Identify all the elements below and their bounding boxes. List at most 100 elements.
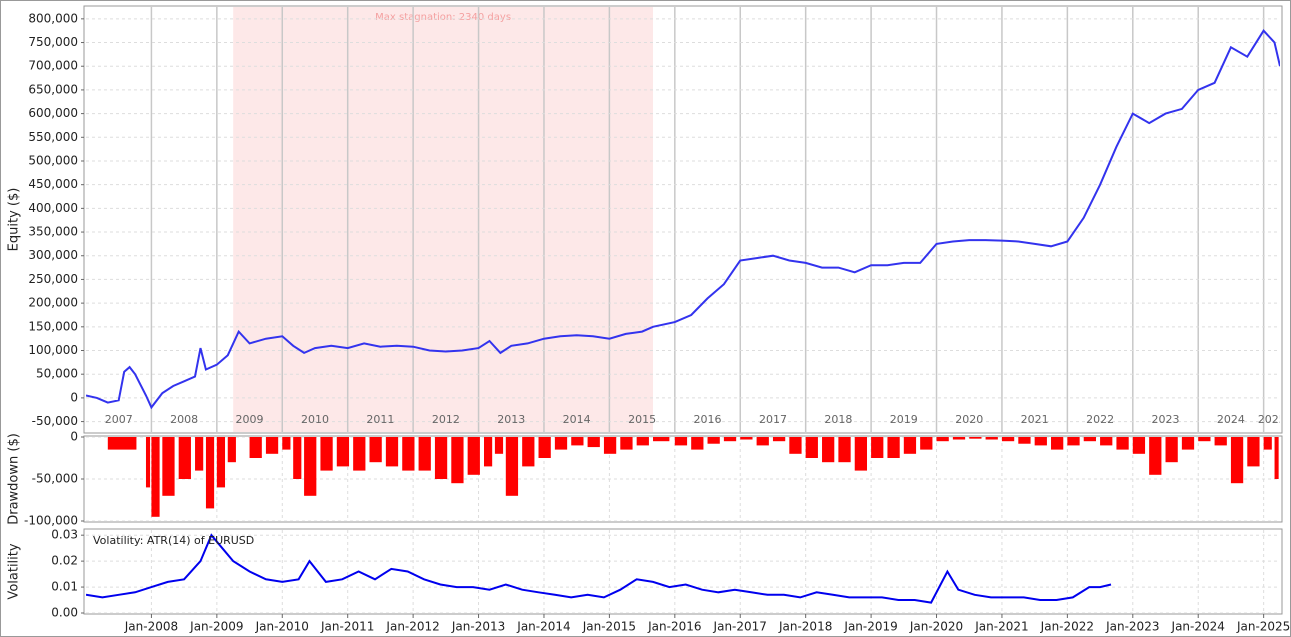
y-axis-label: Equity ($) [7,188,22,252]
y-tick-label: -100,000 [24,514,78,528]
year-label: 2024 [1217,413,1245,426]
x-tick-label: Jan-2014 [516,620,570,634]
drawdown-bar [1116,437,1129,450]
drawdown-bar [249,437,262,458]
y-tick-label: 150,000 [28,319,78,333]
drawdown-bar [1067,437,1080,446]
y-tick-label: 650,000 [28,82,78,96]
drawdown-bar [467,437,480,475]
drawdown-bar [265,437,279,454]
drawdown-bar [538,437,551,458]
drawdown-bar [145,437,151,488]
plot-layer [86,437,1280,521]
drawdown-bar [227,437,236,463]
year-label: 2025 [1258,413,1286,426]
drawdown-bar [1214,437,1227,446]
drawdown-bar [178,437,191,479]
drawdown-bar [1274,437,1279,479]
drawdown-bar [952,437,966,440]
drawdown-bar [418,437,431,471]
x-tick-label: Jan-2018 [778,620,832,634]
y-tick-label: 0.02 [51,554,78,568]
stagnation-region [233,7,654,432]
year-label: 2022 [1086,413,1114,426]
y-tick-label: 50,000 [36,367,78,381]
drawdown-bar [936,437,949,442]
drawdown-bar [603,437,617,454]
drawdown-bar [1132,437,1146,454]
year-label: 2008 [170,413,198,426]
drawdown-bar [1001,437,1015,442]
x-tick-label: Jan-2010 [255,620,309,634]
drawdown-bar [282,437,291,450]
drawdown-bar [740,437,753,440]
year-label: 2013 [497,413,525,426]
drawdown-bar [151,437,160,517]
drawdown-bar [522,437,535,467]
y-tick-label: 0 [70,430,78,444]
drawdown-bar [1149,437,1162,475]
drawdown-bar [653,437,670,442]
x-tick-label: Jan-2023 [1105,620,1159,634]
drawdown-bar [1198,437,1211,442]
plot-layer: Max stagnation: 2340 days 2007 2008 2009 201… [86,7,1286,432]
drawdown-bar [554,437,568,450]
y-tick-label: 500,000 [28,153,78,167]
drawdown-bar [216,437,226,488]
x-tick-label: Jan-2011 [320,620,374,634]
drawdown-bar [871,437,884,458]
plot-area [83,528,1283,615]
drawdown-bar [162,437,175,496]
x-tick-label: Jan-2024 [1171,620,1225,634]
x-tick-label: Jan-2012 [385,620,439,634]
year-label: 2021 [1021,413,1049,426]
y-axis-label: Volatility [7,543,22,599]
drawdown-bar [1181,437,1195,450]
drawdown-bar [494,437,504,454]
drawdown-bar [723,437,737,442]
drawdown-bar [903,437,917,454]
drawdown-bar [1165,437,1178,463]
year-label: 2009 [236,413,264,426]
year-label: 2017 [759,413,787,426]
drawdown-bar [822,437,835,463]
year-label: 2016 [694,413,722,426]
drawdown-bar [674,437,688,446]
year-label: 2011 [366,413,394,426]
series-line [86,533,1112,604]
drawdown-bar [1230,437,1244,484]
drawdown-bar [920,437,933,450]
drawdown-bar [293,437,302,479]
drawdown-bar [707,437,720,444]
drawdown-bar [1034,437,1047,446]
year-label: 2015 [628,413,656,426]
y-tick-label: 0 [70,390,78,404]
y-tick-label: 0.00 [51,606,78,620]
year-label: 2014 [563,413,591,426]
year-label: 2012 [432,413,460,426]
drawdown-bar [985,437,998,440]
y-tick-label: 800,000 [28,11,78,25]
y-tick-label: 100,000 [28,343,78,357]
year-label: 2019 [890,413,918,426]
drawdown-bar [304,437,317,496]
drawdown-bar [1263,437,1272,450]
drawdown-bar [838,437,851,463]
plot-layer [86,530,1280,613]
x-tick-label: Jan-2017 [713,620,767,634]
stagnation-label: Max stagnation: 2340 days [375,12,511,23]
drawdown-bar [1018,437,1031,444]
drawdown-bar [1100,437,1113,446]
drawdown-bar [620,437,633,450]
drawdown-bar [336,437,350,467]
x-tick-label: Jan-2019 [843,620,897,634]
drawdown-bar [887,437,900,458]
legend-label: Volatility: ATR(14) of EURUSD [93,534,254,547]
x-tick-label: Jan-2025 [1236,620,1290,634]
x-tick-label: Jan-2020 [909,620,963,634]
drawdown-bar [369,437,382,463]
drawdown-bar [571,437,584,446]
drawdown-bar [320,437,333,471]
y-tick-label: 550,000 [28,130,78,144]
drawdown-bar [402,437,415,471]
